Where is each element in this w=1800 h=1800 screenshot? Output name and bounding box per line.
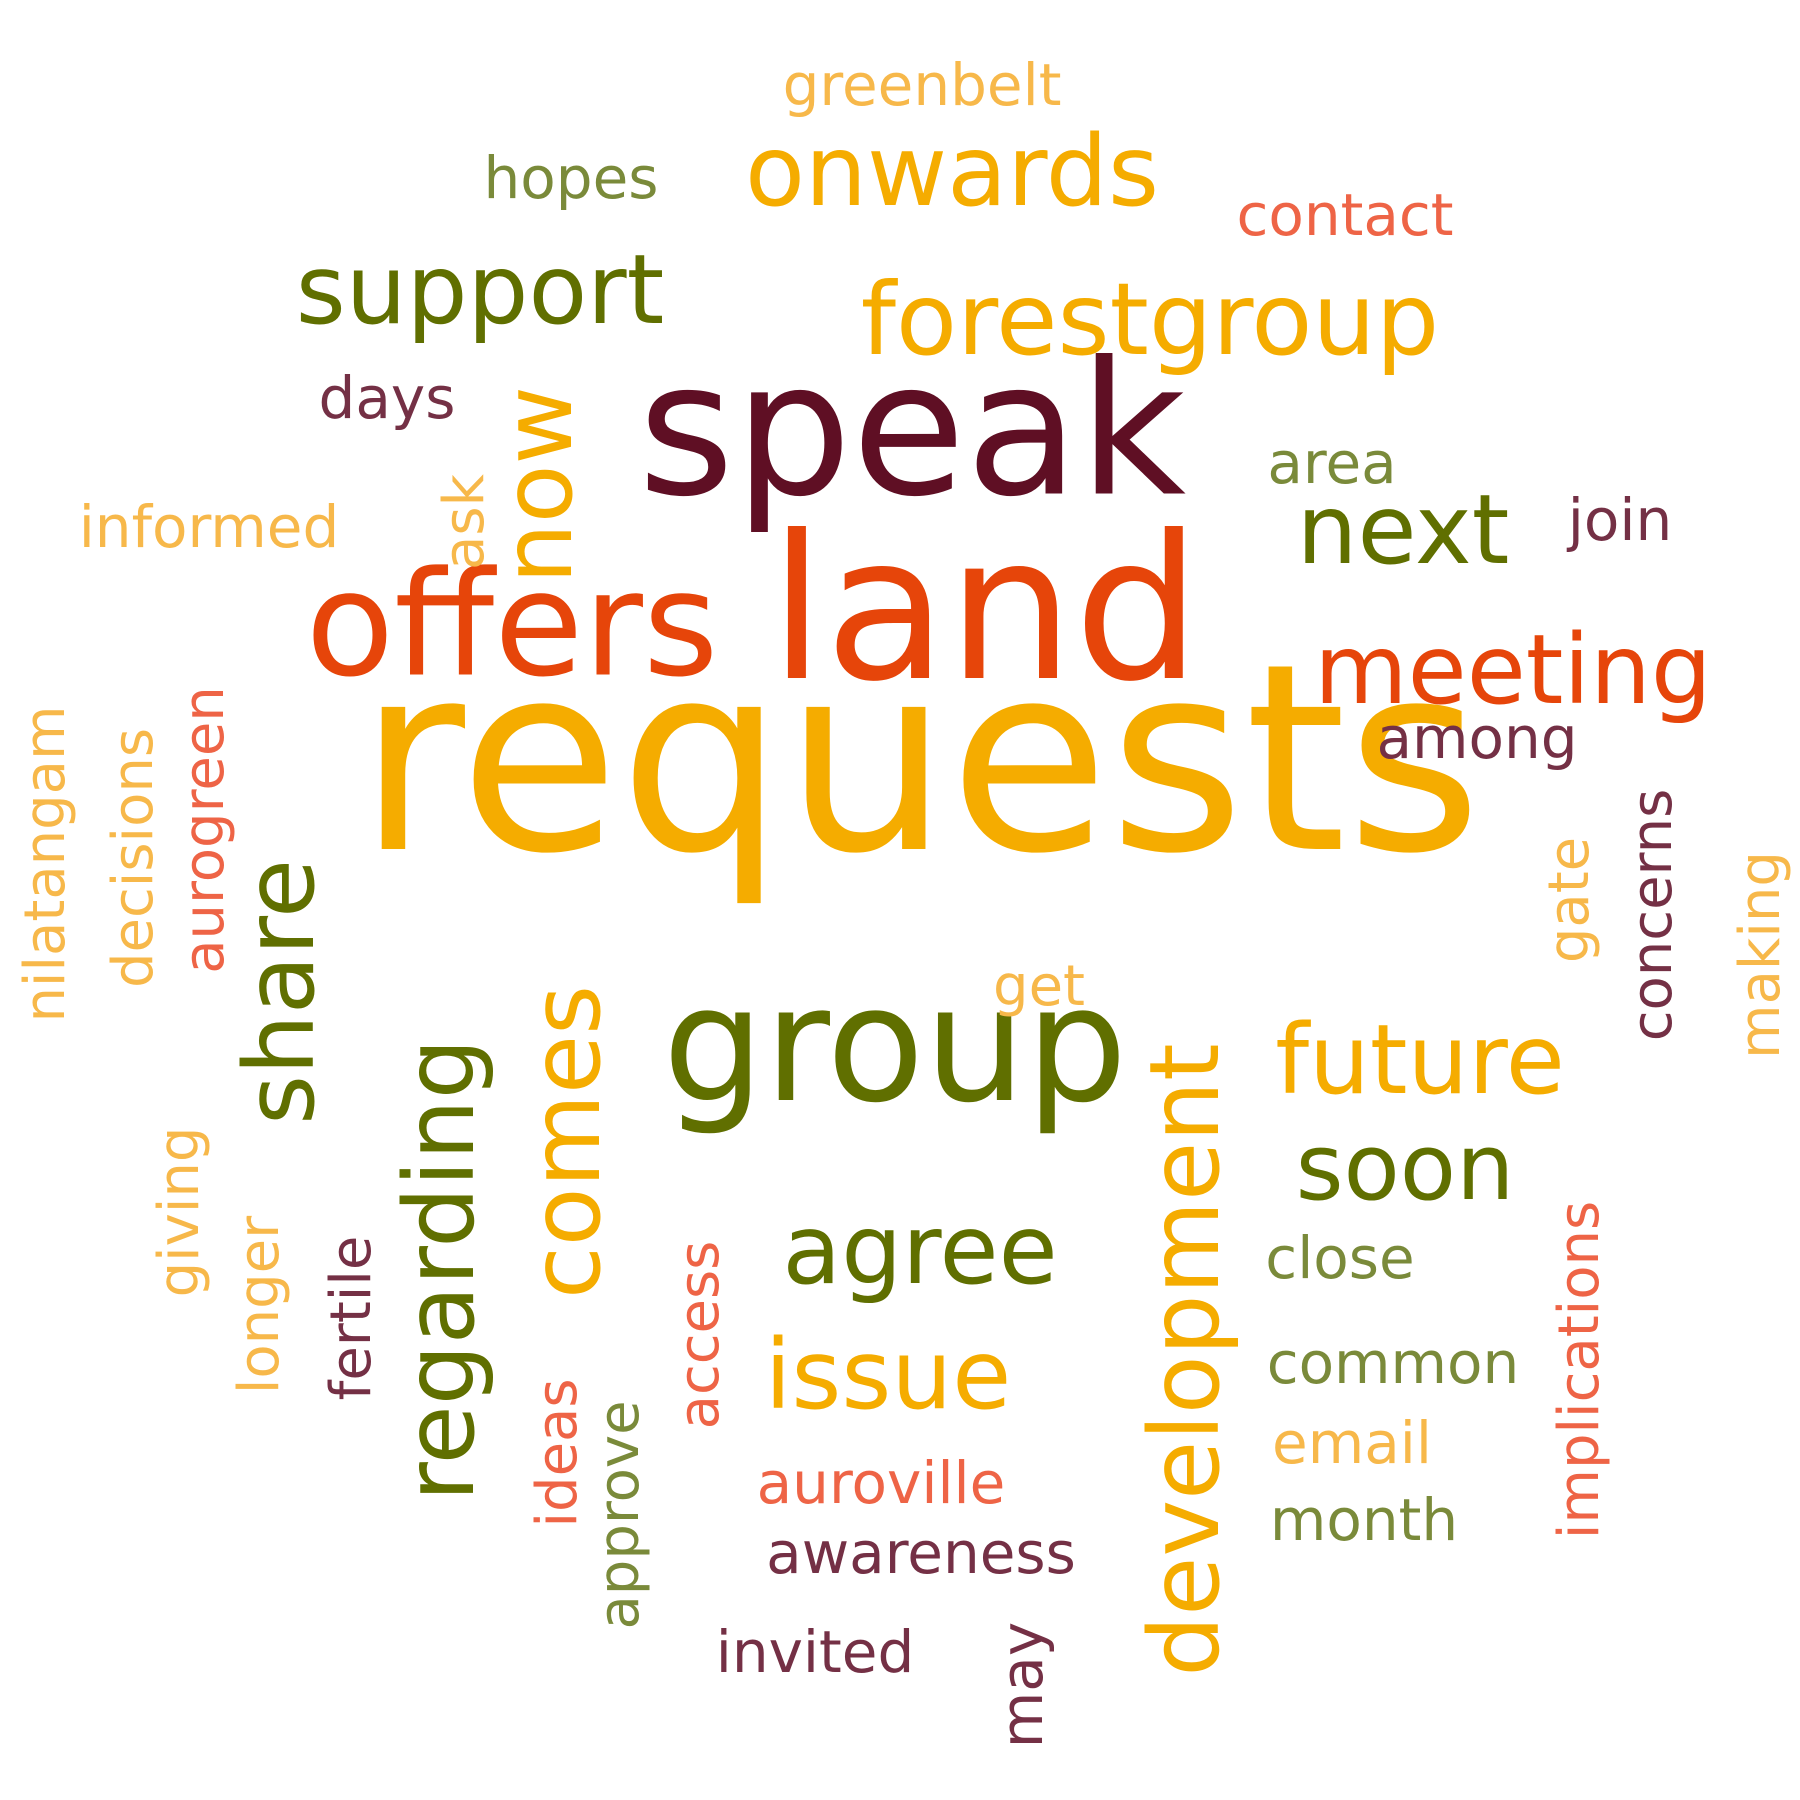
word-now: now	[482, 385, 594, 585]
word-meeting: meeting	[1314, 614, 1712, 726]
word-soon: soon	[1295, 1114, 1515, 1221]
word-informed: informed	[78, 493, 340, 561]
word-agree: agree	[782, 1194, 1058, 1306]
word-decisions: decisions	[101, 727, 166, 989]
word-next: next	[1296, 474, 1510, 586]
word-awareness: awareness	[766, 1519, 1076, 1587]
word-contact: contact	[1236, 181, 1454, 249]
word-invited: invited	[715, 1618, 915, 1686]
word-speak: speak	[637, 321, 1187, 538]
word-support: support	[295, 234, 665, 346]
word-longer: longer	[227, 1215, 292, 1395]
word-making: making	[1728, 851, 1793, 1059]
word-may: may	[988, 1621, 1056, 1749]
word-approve: approve	[587, 1400, 652, 1630]
word-fertile: fertile	[319, 1235, 384, 1401]
word-nilatangam: nilatangam	[13, 705, 78, 1023]
word-auroville: auroville	[756, 1449, 1006, 1517]
word-land: land	[769, 493, 1201, 726]
word-greenbelt: greenbelt	[782, 51, 1062, 119]
word-aurogreen: aurogreen	[172, 686, 237, 974]
word-month: month	[1269, 1486, 1459, 1554]
word-requests: requests	[358, 609, 1482, 911]
word-get: get	[993, 954, 1085, 1019]
word-area: area	[1267, 429, 1397, 497]
word-forestgroup: forestgroup	[860, 261, 1440, 378]
word-share: share	[224, 858, 336, 1126]
word-issue: issue	[764, 1319, 1012, 1431]
word-hopes: hopes	[483, 144, 659, 212]
word-regarding: regarding	[384, 1038, 496, 1502]
word-among: among	[1376, 704, 1578, 772]
word-offers: offers	[305, 540, 719, 710]
word-group: group	[662, 951, 1128, 1138]
word-common: common	[1266, 1329, 1520, 1397]
word-onwards: onwards	[744, 115, 1160, 229]
word-comes: comes	[510, 984, 622, 1300]
word-join: join	[1567, 486, 1673, 554]
word-gate: gate	[1537, 836, 1602, 964]
word-ask: ask	[432, 474, 497, 570]
word-giving: giving	[147, 1126, 212, 1298]
word-ideas: ideas	[525, 1378, 590, 1528]
word-implications: implications	[1547, 1200, 1612, 1540]
word-future: future	[1275, 1004, 1565, 1116]
word-access: access	[667, 1240, 732, 1430]
word-email: email	[1272, 1409, 1432, 1477]
word-concerns: concerns	[1620, 788, 1685, 1042]
word-days: days	[318, 364, 456, 432]
word-development: development	[1129, 1043, 1241, 1677]
word-close: close	[1265, 1224, 1415, 1292]
